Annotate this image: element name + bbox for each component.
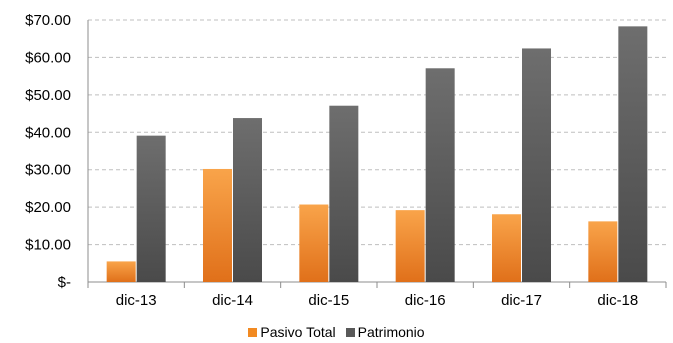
bar-patrimonio <box>425 68 455 282</box>
legend-swatch-pasivo-total <box>248 327 258 337</box>
bar-patrimonio <box>233 118 262 282</box>
legend-label-pasivo-total: Pasivo Total <box>260 324 336 340</box>
legend-swatch-patrimonio <box>345 327 355 337</box>
y-tick-label: $40.00 <box>25 124 71 141</box>
x-tick-label: dic-16 <box>405 292 446 309</box>
y-tick-label: $30.00 <box>25 162 71 179</box>
bar-patrimonio <box>136 135 166 282</box>
y-tick-label: $20.00 <box>25 199 71 216</box>
y-tick-label: $- <box>58 274 71 291</box>
y-tick-label: $70.00 <box>25 12 71 29</box>
bar-pasivo-total <box>203 168 232 282</box>
bar-patrimonio <box>329 105 359 282</box>
bar-patrimonio <box>522 48 551 283</box>
bar-chart: $- $10.00 $20.00 $30.00 $40.00 $50.00 $60.00 $7… <box>25 12 667 309</box>
bar-pasivo-total <box>395 210 425 282</box>
x-tick-label: dic-18 <box>597 292 638 309</box>
legend-label-patrimonio: Patrimonio <box>357 324 425 340</box>
bar-pasivo-total <box>492 214 521 282</box>
x-tick-label: dic-17 <box>501 292 542 309</box>
legend-item-patrimonio: Patrimonio <box>345 324 425 340</box>
x-tick-label: dic-15 <box>308 292 349 309</box>
bar-pasivo-total <box>299 204 329 282</box>
legend: Pasivo Total Patrimonio <box>0 324 673 340</box>
bar-pasivo-total <box>588 221 618 282</box>
bar-pasivo-total <box>106 261 136 282</box>
x-tick-label: dic-13 <box>116 292 157 309</box>
bar-patrimonio <box>618 26 648 283</box>
y-tick-label: $50.00 <box>25 87 71 104</box>
x-tick-label: dic-14 <box>212 292 253 309</box>
legend-item-pasivo-total: Pasivo Total <box>248 324 336 340</box>
y-tick-label: $60.00 <box>25 49 71 66</box>
y-tick-label: $10.00 <box>25 237 71 254</box>
